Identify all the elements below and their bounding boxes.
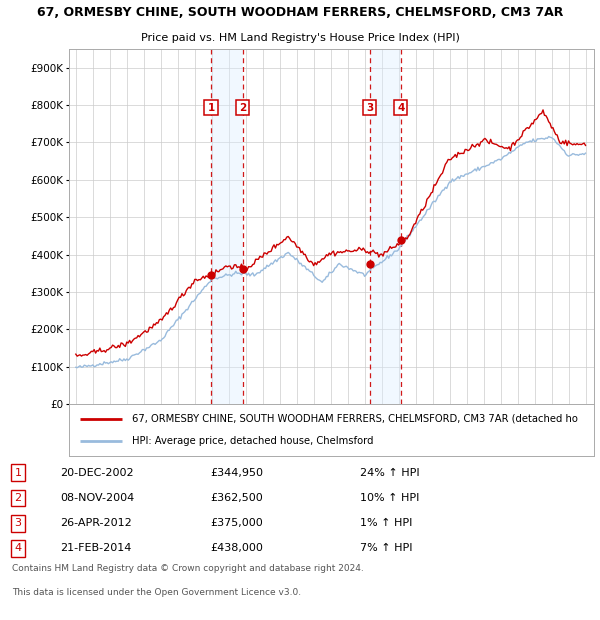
Text: 7% ↑ HPI: 7% ↑ HPI [360, 543, 413, 554]
Text: 1% ↑ HPI: 1% ↑ HPI [360, 518, 412, 528]
Text: £438,000: £438,000 [210, 543, 263, 554]
Text: 4: 4 [397, 102, 404, 113]
Text: £344,950: £344,950 [210, 468, 263, 478]
Text: 1: 1 [208, 102, 215, 113]
Text: HPI: Average price, detached house, Chelmsford: HPI: Average price, detached house, Chel… [132, 436, 373, 446]
Text: £362,500: £362,500 [210, 493, 263, 503]
Text: 2: 2 [14, 493, 22, 503]
Text: 08-NOV-2004: 08-NOV-2004 [60, 493, 134, 503]
Text: 24% ↑ HPI: 24% ↑ HPI [360, 468, 419, 478]
Text: 3: 3 [366, 102, 373, 113]
Text: 3: 3 [14, 518, 22, 528]
Text: 26-APR-2012: 26-APR-2012 [60, 518, 132, 528]
Text: 21-FEB-2014: 21-FEB-2014 [60, 543, 131, 554]
Text: 20-DEC-2002: 20-DEC-2002 [60, 468, 134, 478]
Text: 10% ↑ HPI: 10% ↑ HPI [360, 493, 419, 503]
Text: This data is licensed under the Open Government Licence v3.0.: This data is licensed under the Open Gov… [12, 588, 301, 598]
Bar [211, 49, 243, 404]
Bar [370, 49, 401, 404]
Text: Contains HM Land Registry data © Crown copyright and database right 2024.: Contains HM Land Registry data © Crown c… [12, 564, 364, 574]
Text: 1: 1 [14, 468, 22, 478]
Text: £375,000: £375,000 [210, 518, 263, 528]
Text: 4: 4 [14, 543, 22, 554]
Text: 67, ORMESBY CHINE, SOUTH WOODHAM FERRERS, CHELMSFORD, CM3 7AR (detached ho: 67, ORMESBY CHINE, SOUTH WOODHAM FERRERS… [132, 414, 578, 423]
Text: 2: 2 [239, 102, 247, 113]
Text: Price paid vs. HM Land Registry's House Price Index (HPI): Price paid vs. HM Land Registry's House … [140, 33, 460, 43]
Text: 67, ORMESBY CHINE, SOUTH WOODHAM FERRERS, CHELMSFORD, CM3 7AR: 67, ORMESBY CHINE, SOUTH WOODHAM FERRERS… [37, 6, 563, 19]
